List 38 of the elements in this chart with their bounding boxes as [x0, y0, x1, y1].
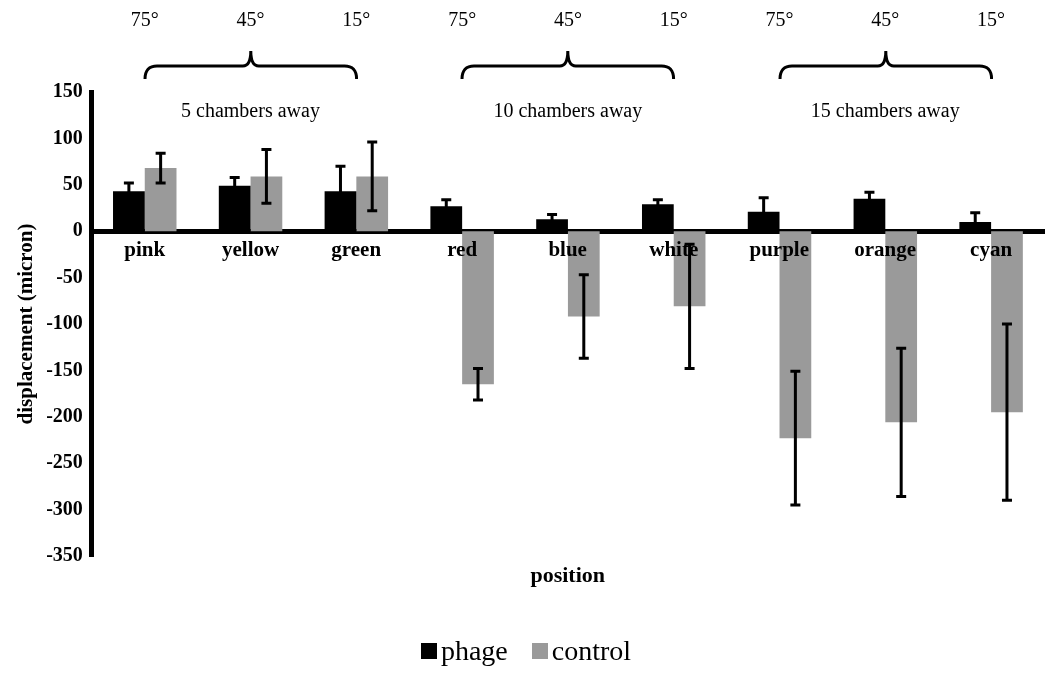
y-tick-label: -50: [56, 264, 83, 287]
y-tick-label: -300: [46, 496, 83, 519]
y-tick-label: -200: [46, 403, 83, 426]
y-tick-label: -100: [46, 311, 83, 334]
text: 75°: [130, 8, 159, 31]
text: 75°: [448, 8, 477, 31]
x-tick-label: pink: [124, 237, 166, 263]
text: 15°: [977, 8, 1006, 31]
y-tick-label: 100: [52, 125, 83, 148]
legend-label: control: [551, 635, 632, 667]
x-tick-label: cyan: [970, 237, 1013, 263]
text: 45°: [871, 8, 900, 31]
y-tick-label: -250: [46, 450, 83, 473]
y-tick-label: 150: [52, 79, 83, 102]
text: 45°: [553, 8, 582, 31]
x-tick-label: purple: [749, 237, 810, 263]
x-tick-label: orange: [854, 237, 917, 263]
annotation: 5 chambers away: [181, 98, 320, 122]
text: 75°: [765, 8, 794, 31]
x-tick-label: green: [331, 237, 382, 263]
annotation: 10 chambers away: [493, 98, 643, 122]
bar: [356, 176, 389, 232]
y-tick-label: 50: [62, 171, 83, 194]
legend-label: phage: [440, 635, 508, 667]
text: 15°: [342, 8, 371, 31]
bar: [144, 168, 177, 232]
x-tick-label: blue: [548, 237, 587, 263]
x-tick-label: red: [447, 237, 478, 263]
x-axis-title: position: [530, 562, 606, 588]
x-tick-label: yellow: [222, 237, 280, 263]
y-tick-label: -350: [46, 543, 83, 566]
y-tick-label: 0: [72, 218, 83, 241]
annotation: 15 chambers away: [810, 98, 960, 122]
y-tick-label: -150: [46, 357, 83, 380]
y-axis-title: displacement (micron): [13, 223, 38, 425]
bar: [250, 176, 283, 232]
text: 15°: [659, 8, 688, 31]
text: 45°: [236, 8, 265, 31]
